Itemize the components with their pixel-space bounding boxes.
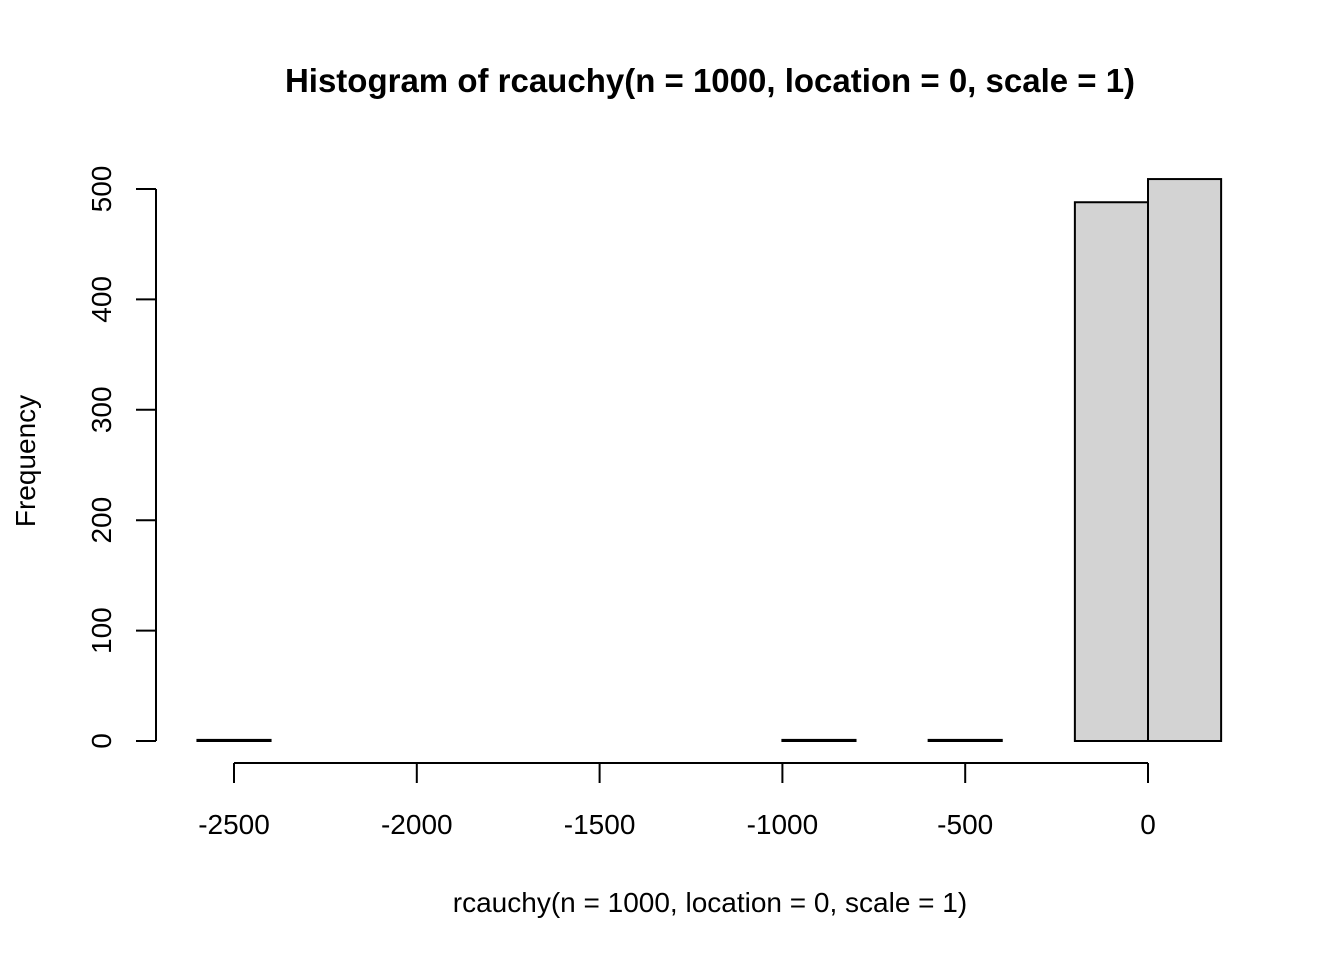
y-tick-label: 200 bbox=[86, 497, 117, 544]
y-tick-label: 300 bbox=[86, 386, 117, 433]
y-tick-label: 500 bbox=[86, 166, 117, 213]
y-axis-label: Frequency bbox=[10, 395, 41, 527]
x-tick-label: -2500 bbox=[198, 809, 270, 840]
histogram-bars bbox=[196, 178, 1223, 743]
histogram-bar-0 bbox=[196, 738, 272, 742]
chart-title: Histogram of rcauchy(n = 1000, location … bbox=[285, 62, 1135, 99]
x-tick-label: -2000 bbox=[381, 809, 453, 840]
x-tick-label: -1000 bbox=[747, 809, 819, 840]
histogram-bar-8 bbox=[781, 738, 857, 742]
x-tick-label: 0 bbox=[1140, 809, 1156, 840]
x-tick-label: -1500 bbox=[564, 809, 636, 840]
x-tick-label: -500 bbox=[937, 809, 993, 840]
x-axis: -2500 -2000 -1500 -1000 -500 0 bbox=[198, 762, 1156, 840]
y-tick-label: 0 bbox=[86, 733, 117, 749]
x-axis-label: rcauchy(n = 1000, location = 0, scale = … bbox=[453, 887, 967, 918]
histogram-bar-13 bbox=[1147, 178, 1223, 742]
y-axis: 0 100 200 300 400 500 bbox=[86, 166, 157, 749]
y-tick-label: 400 bbox=[86, 276, 117, 323]
histogram-bar-10 bbox=[927, 738, 1003, 742]
histogram-bar-12 bbox=[1073, 201, 1150, 743]
y-tick-label: 100 bbox=[86, 607, 117, 654]
